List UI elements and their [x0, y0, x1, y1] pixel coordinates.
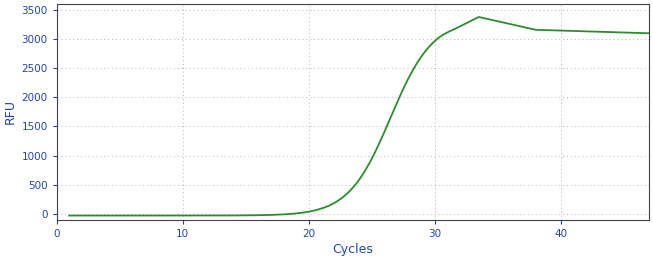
X-axis label: Cycles: Cycles	[332, 243, 373, 256]
Y-axis label: RFU: RFU	[4, 99, 17, 124]
